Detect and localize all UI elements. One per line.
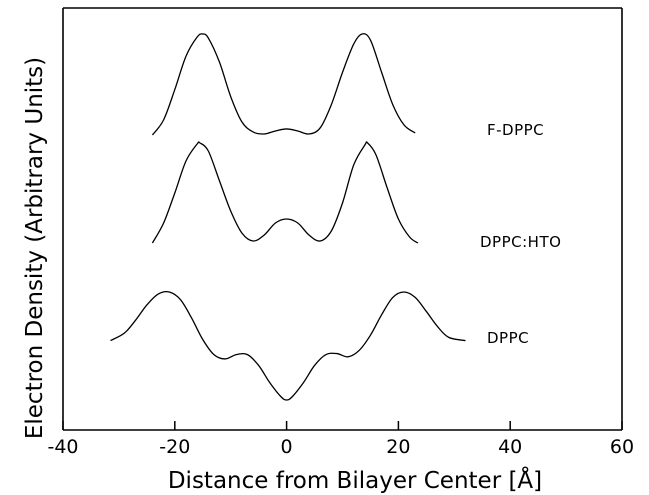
series-labels: F-DPPC DPPC:HTO DPPC [480, 121, 561, 347]
x-tick-label: 60 [610, 436, 634, 458]
x-tick-label: 20 [386, 436, 410, 458]
series-line-f-dppc [151, 33, 416, 136]
x-axis-title: Distance from Bilayer Center [Å] [168, 466, 542, 494]
series-label-dppc: DPPC [487, 329, 529, 347]
series-line-dppc-hto [151, 141, 419, 244]
series-label-dppc-hto: DPPC:HTO [480, 233, 561, 251]
x-tick-label: 40 [498, 436, 522, 458]
x-tick-label: -40 [47, 436, 78, 458]
density-curves [110, 33, 466, 401]
x-tick-label: -20 [159, 436, 190, 458]
plot-frame [62, 7, 623, 431]
x-axis-ticks: -40 -20 0 20 40 60 [47, 421, 634, 458]
y-axis-title: Electron Density (Arbitrary Units) [22, 57, 48, 439]
series-label-f-dppc: F-DPPC [487, 121, 544, 139]
x-tick-label: 0 [281, 436, 293, 458]
series-line-dppc [110, 291, 466, 401]
